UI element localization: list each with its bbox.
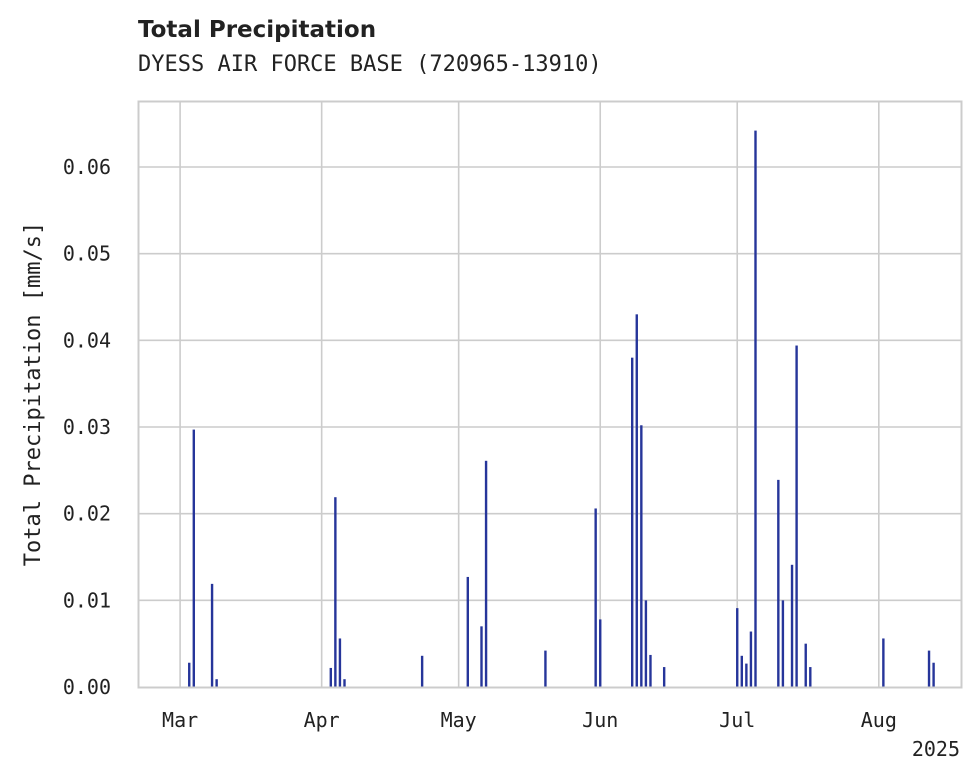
- y-tick-label: 0.01: [63, 588, 111, 612]
- precipitation-bar: [215, 679, 218, 687]
- x-tick-label: Aug: [861, 708, 897, 732]
- chart-subtitle: DYESS AIR FORCE BASE (720965-13910): [138, 52, 602, 77]
- precipitation-bar: [790, 564, 794, 687]
- x-tick-label: Mar: [162, 708, 198, 732]
- precipitation-bar: [338, 638, 342, 687]
- precipitation-bar: [420, 655, 424, 687]
- precipitation-bar: [740, 655, 743, 687]
- precipitation-bar: [329, 667, 332, 687]
- precipitation-bar: [599, 619, 602, 687]
- precipitation-bar: [781, 600, 785, 687]
- precipitation-bar: [804, 643, 807, 687]
- y-tick-label: 0.03: [63, 415, 111, 439]
- x-tick-label: Jun: [582, 708, 618, 732]
- precipitation-bar: [210, 583, 214, 687]
- precipitation-bar: [882, 638, 885, 687]
- grid-lines: [139, 102, 961, 687]
- precipitation-bar: [192, 429, 195, 687]
- precipitation-bar: [644, 600, 648, 687]
- precipitation-bar: [334, 497, 337, 687]
- precipitation-bar: [649, 654, 652, 687]
- x-tick-label: Apr: [304, 708, 340, 732]
- x-tick-label: Jul: [719, 708, 755, 732]
- precipitation-bar: [484, 460, 488, 687]
- y-tick-label: 0.02: [63, 502, 111, 526]
- precipitation-bar: [662, 667, 666, 687]
- precipitation-bar: [480, 626, 483, 687]
- precipitation-bar: [343, 679, 346, 687]
- precipitation-bar: [809, 667, 812, 687]
- precipitation-bar: [631, 357, 634, 687]
- tick-labels: 0.00 0.01 0.02 0.03 0.04 0.05 0.06 Mar Apr May Jun…: [63, 155, 960, 761]
- precipitation-bar: [745, 663, 748, 687]
- x-year-label: 2025: [912, 737, 960, 761]
- y-tick-label: 0.00: [63, 675, 111, 699]
- bar-series: [188, 130, 935, 688]
- precipitation-bar: [749, 631, 753, 687]
- precipitation-bar: [640, 425, 643, 687]
- precipitation-bar: [927, 650, 931, 687]
- y-tick-label: 0.05: [63, 242, 111, 266]
- x-tick-label: May: [441, 708, 477, 732]
- plot-frame: [137, 100, 963, 689]
- y-tick-label: 0.06: [63, 155, 111, 179]
- precipitation-bar: [932, 662, 935, 687]
- precipitation-bar: [777, 479, 780, 687]
- y-tick-label: 0.04: [63, 328, 111, 352]
- precipitation-bar: [736, 608, 739, 687]
- precipitation-bar: [635, 314, 638, 687]
- precipitation-bar: [594, 508, 597, 687]
- precipitation-bar: [544, 650, 547, 687]
- precipitation-bar: [754, 130, 757, 688]
- precipitation-bar: [188, 662, 191, 687]
- y-axis-label: Total Precipitation [mm/s]: [21, 222, 46, 566]
- chart-title: Total Precipitation: [138, 17, 377, 43]
- precipitation-bar: [466, 576, 469, 687]
- precipitation-bar: [795, 345, 798, 687]
